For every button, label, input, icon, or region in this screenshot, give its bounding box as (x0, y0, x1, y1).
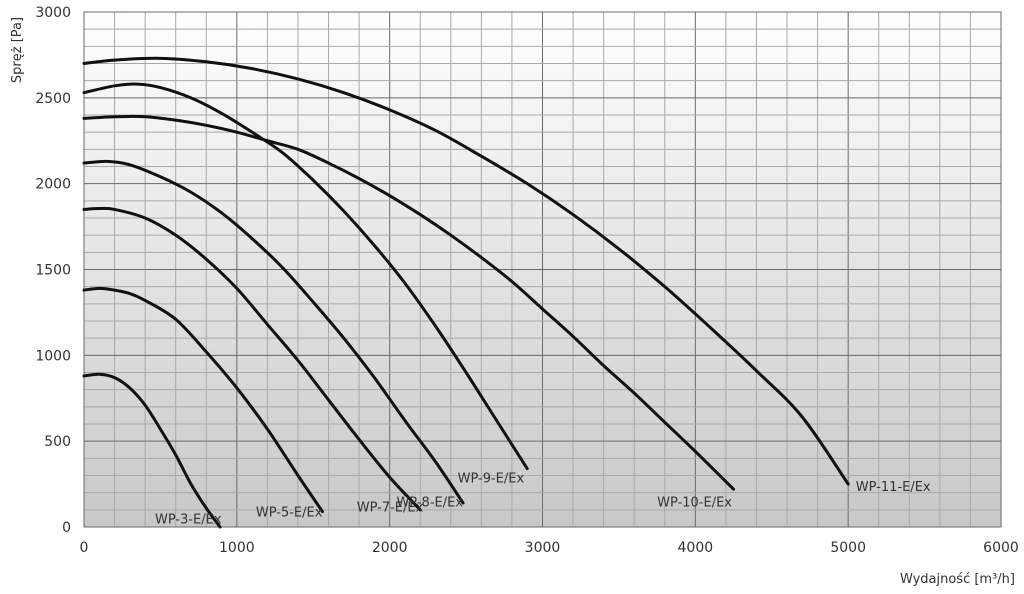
series-curve-5 (82, 82, 529, 471)
y-axis-title: Spręż [Pa] (10, 17, 25, 83)
y-tick-label-0: 0 (62, 520, 71, 536)
series-label-2: WP-5-E/Ex (256, 506, 323, 521)
y-tick-label-3000: 3000 (35, 5, 71, 21)
series-curve-6 (82, 114, 736, 491)
y-tick-label-500: 500 (44, 434, 71, 450)
series-label-3: WP-7-E/Ex (357, 501, 424, 516)
x-tick-label-4000: 4000 (678, 540, 714, 556)
series-label-5: WP-9-E/Ex (458, 471, 525, 486)
grid (83, 11, 1002, 528)
x-tick-labels: 0 1000 2000 3000 4000 5000 6000 (80, 540, 1019, 556)
x-tick-label-0: 0 (80, 540, 89, 556)
plot-border (83, 11, 1002, 528)
y-tick-label-2500: 2500 (35, 91, 71, 107)
x-tick-label-3000: 3000 (525, 540, 561, 556)
series-curve-3 (82, 206, 422, 512)
y-tick-label-1000: 1000 (35, 348, 71, 364)
series-curve-1 (82, 372, 222, 529)
x-tick-label-1000: 1000 (219, 540, 255, 556)
y-tick-label-1500: 1500 (35, 263, 71, 279)
x-tick-label-2000: 2000 (372, 540, 408, 556)
y-tick-labels: 0 500 1000 1500 2000 2500 3000 (35, 5, 71, 536)
series-curve-4 (82, 159, 465, 505)
x-tick-label-6000: 6000 (983, 540, 1019, 556)
x-axis-title: Wydajność [m³/h] (900, 572, 1015, 587)
series-label-1: WP-3-E/Ex (155, 513, 222, 528)
series-curve-2 (82, 286, 324, 514)
series-curve-7 (82, 56, 850, 486)
series-label-6: WP-10-E/Ex (657, 495, 732, 510)
series-label-7: WP-11-E/Ex (856, 480, 931, 495)
curves (82, 56, 850, 529)
y-tick-label-2000: 2000 (35, 177, 71, 193)
x-tick-label-5000: 5000 (830, 540, 866, 556)
series-label-4: WP-8-E/Ex (396, 495, 463, 510)
